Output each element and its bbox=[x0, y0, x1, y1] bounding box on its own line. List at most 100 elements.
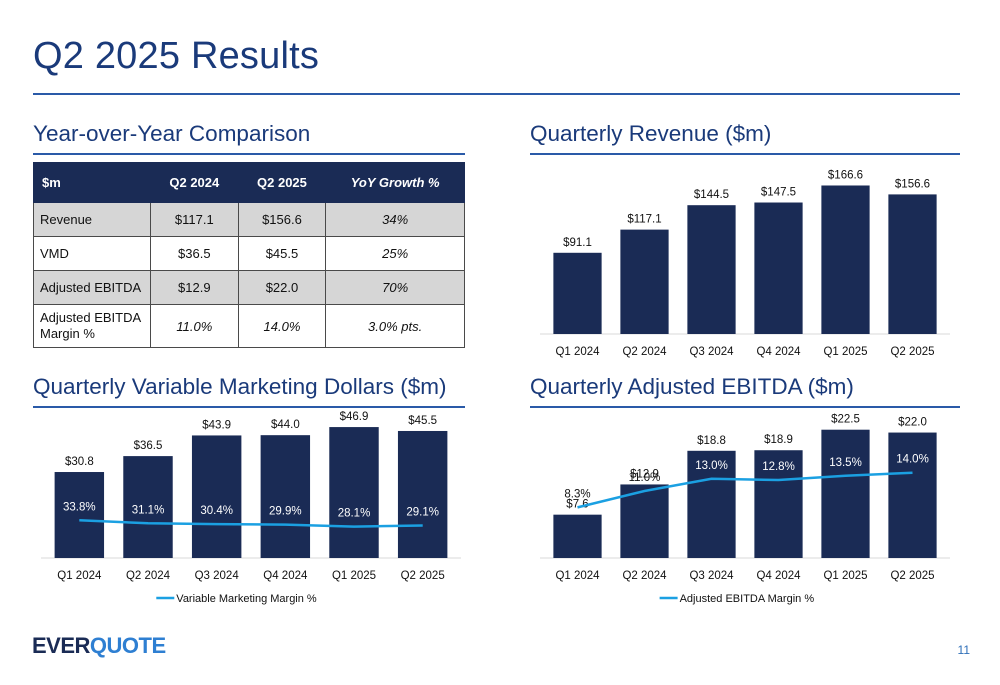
table-cell: 11.0% bbox=[150, 304, 239, 348]
table-cell: $45.5 bbox=[237, 236, 327, 271]
x-tick-label: Q1 2025 bbox=[332, 570, 376, 582]
margin-value-label: 11.0% bbox=[629, 472, 661, 484]
bar bbox=[54, 472, 105, 558]
x-tick-label: Q1 2025 bbox=[823, 346, 867, 358]
table-cell: 34% bbox=[325, 202, 465, 237]
bar-value-label: $144.5 bbox=[694, 189, 729, 201]
x-tick-label: Q1 2024 bbox=[57, 570, 102, 582]
bar bbox=[821, 429, 870, 558]
bar-value-label: $166.6 bbox=[828, 169, 863, 181]
table-row: Adjusted EBITDA $12.9 $22.0 70% bbox=[33, 270, 465, 305]
bar bbox=[123, 456, 173, 558]
x-tick-label: Q3 2024 bbox=[689, 346, 734, 358]
x-tick-label: Q4 2024 bbox=[756, 346, 801, 358]
table-header-cell: Q2 2025 bbox=[237, 162, 327, 203]
margin-value-label: 13.5% bbox=[829, 457, 862, 469]
row-label: Adjusted EBITDA Margin % bbox=[33, 304, 151, 348]
bar bbox=[260, 435, 311, 558]
margin-value-label: 8.3% bbox=[564, 488, 590, 500]
vmd-divider bbox=[33, 406, 465, 408]
title-divider bbox=[33, 93, 960, 95]
bar bbox=[888, 432, 937, 558]
revenue-chart: $91.1 Q1 2024 $117.1 Q2 2024 $144.5 Q3 2024 $1… bbox=[530, 160, 960, 370]
vmd-chart-svg: $30.8 Q1 2024 $36.5 Q2 2024 $43.9 Q3 2024 $44.… bbox=[41, 411, 461, 605]
table-cell: $156.6 bbox=[237, 202, 327, 237]
bar bbox=[553, 252, 602, 334]
everquote-logo: EVERQUOTE bbox=[32, 635, 166, 657]
margin-value-label: 12.8% bbox=[762, 461, 795, 473]
bar bbox=[687, 450, 736, 558]
yoy-divider bbox=[33, 153, 465, 155]
x-tick-label: Q4 2024 bbox=[756, 570, 801, 582]
bar-value-label: $147.5 bbox=[761, 187, 796, 199]
x-tick-label: Q2 2025 bbox=[890, 346, 934, 358]
table-cell: 3.0% pts. bbox=[325, 304, 465, 348]
table-cell: 70% bbox=[325, 270, 465, 305]
table-cell: 25% bbox=[325, 236, 465, 271]
table-cell: $117.1 bbox=[150, 202, 239, 237]
margin-value-label: 30.4% bbox=[200, 505, 233, 517]
table-row: Revenue $117.1 $156.6 34% bbox=[33, 202, 465, 237]
logo-text-quote: QUOTE bbox=[89, 633, 166, 658]
bar-value-label: $30.8 bbox=[65, 456, 94, 468]
bar bbox=[329, 427, 379, 558]
bar-value-label: $117.1 bbox=[627, 214, 661, 226]
margin-value-label: 29.1% bbox=[406, 507, 439, 519]
table-row: Adjusted EBITDA Margin % 11.0% 14.0% 3.0… bbox=[33, 304, 465, 348]
row-label: VMD bbox=[33, 236, 151, 271]
x-tick-label: Q2 2024 bbox=[622, 346, 667, 358]
revenue-section-title: Quarterly Revenue ($m) bbox=[530, 121, 772, 146]
margin-line bbox=[79, 519, 423, 528]
table-cell: 14.0% bbox=[237, 304, 327, 348]
ebitda-chart: $7.6 Q1 2024 $12.9 Q2 2024 $18.8 Q3 2024 $18.9… bbox=[530, 410, 960, 620]
table-row: VMD $36.5 $45.5 25% bbox=[33, 236, 465, 271]
x-tick-label: Q1 2024 bbox=[555, 346, 600, 358]
x-tick-label: Q2 2024 bbox=[126, 570, 171, 582]
x-tick-label: Q2 2024 bbox=[622, 570, 667, 582]
bar-value-label: $18.8 bbox=[697, 435, 726, 447]
margin-value-label: 33.8% bbox=[63, 501, 96, 513]
bar-value-label: $91.1 bbox=[563, 237, 592, 249]
bar bbox=[553, 514, 602, 558]
x-tick-label: Q2 2025 bbox=[401, 570, 445, 582]
bar-value-label: $45.5 bbox=[408, 415, 437, 427]
margin-value-label: 28.1% bbox=[338, 508, 371, 520]
bar-value-label: $18.9 bbox=[764, 434, 793, 446]
x-tick-label: Q1 2025 bbox=[823, 570, 867, 582]
bar bbox=[620, 229, 669, 334]
bar-value-label: $22.0 bbox=[898, 417, 927, 429]
margin-value-label: 14.0% bbox=[896, 454, 929, 466]
table-cell: $36.5 bbox=[150, 236, 239, 271]
yoy-comparison-table: $m Q2 2024 Q2 2025 YoY Growth % Revenue … bbox=[33, 162, 465, 348]
bar bbox=[821, 185, 870, 334]
table-header-cell: YoY Growth % bbox=[325, 162, 465, 203]
table-cell: $12.9 bbox=[150, 270, 239, 305]
table-cell: $22.0 bbox=[237, 270, 327, 305]
yoy-section-title: Year-over-Year Comparison bbox=[33, 121, 311, 146]
bar bbox=[687, 205, 736, 334]
vmd-chart: $30.8 Q1 2024 $36.5 Q2 2024 $43.9 Q3 2024 $44.… bbox=[33, 410, 465, 620]
table-header-row: $m Q2 2024 Q2 2025 YoY Growth % bbox=[33, 162, 465, 203]
table-header-cell: $m bbox=[33, 162, 151, 203]
ebitda-section-title: Quarterly Adjusted EBITDA ($m) bbox=[530, 374, 854, 399]
x-tick-label: Q1 2024 bbox=[555, 570, 600, 582]
bar bbox=[620, 484, 669, 558]
x-tick-label: Q2 2025 bbox=[890, 570, 934, 582]
revenue-chart-svg: $91.1 Q1 2024 $117.1 Q2 2024 $144.5 Q3 2024 $1… bbox=[540, 169, 950, 358]
logo-text-ever: EVER bbox=[32, 633, 90, 658]
bar bbox=[191, 435, 242, 558]
margin-line bbox=[577, 471, 913, 509]
bar-value-label: $43.9 bbox=[202, 419, 231, 431]
bar bbox=[888, 194, 937, 334]
revenue-divider bbox=[530, 153, 960, 155]
bar-value-label: $46.9 bbox=[340, 411, 369, 423]
bar bbox=[754, 450, 803, 558]
x-tick-label: Q4 2024 bbox=[263, 570, 308, 582]
bar-value-label: $22.5 bbox=[831, 414, 860, 426]
bar bbox=[397, 430, 448, 558]
bar-value-label: $156.6 bbox=[895, 178, 930, 190]
bar bbox=[754, 202, 803, 334]
ebitda-divider bbox=[530, 406, 960, 408]
row-label: Revenue bbox=[33, 202, 151, 237]
bar-value-label: $44.0 bbox=[271, 419, 300, 431]
